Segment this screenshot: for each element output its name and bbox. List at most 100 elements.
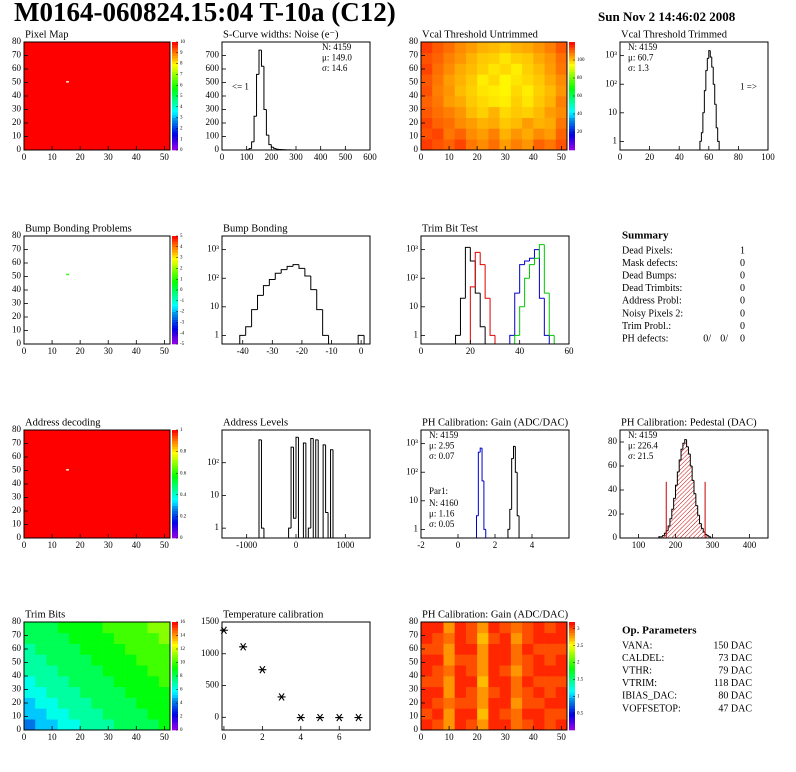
heatmap-cell <box>46 632 58 644</box>
annotation: 1 => <box>740 81 757 91</box>
histogram-bin <box>265 109 269 136</box>
colorbar-step <box>172 459 178 463</box>
histogram-bin <box>302 442 306 538</box>
histogram-bin <box>669 518 672 526</box>
x-tick-label: 0 <box>618 152 623 162</box>
heatmap-cell <box>136 697 148 709</box>
x-tick-label: 50 <box>160 346 170 356</box>
heatmap-cell <box>57 622 70 634</box>
heatmap-cell <box>454 622 467 634</box>
y-tick-label: 50 <box>409 77 419 87</box>
page-title: M0164-060824.15:04 T-10a (C12) <box>14 0 396 27</box>
x-tick-label: 40 <box>529 732 539 742</box>
colorbar-step <box>172 106 178 110</box>
colorbar-label: 6 <box>180 83 183 88</box>
x-tick-label: 60 <box>565 346 575 356</box>
y-tick-label: 70 <box>12 630 22 640</box>
heatmap-cell <box>432 63 444 75</box>
frame <box>221 235 371 345</box>
heatmap-cell <box>533 117 545 129</box>
heatmap-cell <box>499 686 512 698</box>
heatmap-cell <box>421 632 433 644</box>
heatmap-cell <box>533 643 545 655</box>
heatmap-cell <box>136 654 148 666</box>
heatmap-cell <box>465 128 478 140</box>
heatmap-cell <box>432 74 444 86</box>
heatmap-cell <box>454 96 467 108</box>
colorbar-step <box>569 133 575 137</box>
stats-line: N: 4159 <box>429 430 459 440</box>
parameters-title: Op. Parameters <box>622 625 697 637</box>
heatmap-cell <box>24 665 36 677</box>
y-tick-label: 10³ <box>406 438 418 448</box>
x-tick-label: 20 <box>473 152 483 162</box>
point <box>277 693 286 701</box>
colorbar-step <box>569 643 575 647</box>
heatmap-cell <box>477 665 489 677</box>
x-tick-label: 4 <box>530 540 535 550</box>
heatmap-cell <box>158 719 171 731</box>
summary-label: Dead Trimbits: <box>622 283 682 294</box>
histogram-bin <box>464 246 471 299</box>
heatmap-cell <box>454 85 467 97</box>
heatmap-cell <box>421 42 433 54</box>
histogram-bin <box>268 135 272 146</box>
colorbar-label: 0.4 <box>180 493 187 498</box>
heatmap-cell <box>147 719 160 731</box>
histogram-bin <box>477 451 481 516</box>
colorbar-step <box>569 681 575 685</box>
x-tick-label: 30 <box>104 152 114 162</box>
heatmap-cell <box>24 632 36 644</box>
x-tick-label: 30 <box>501 152 511 162</box>
y-tick-label: 60 <box>409 63 419 73</box>
colorbar-step <box>172 93 178 97</box>
histogram-bin <box>260 50 264 67</box>
histogram-bin <box>687 446 691 455</box>
heatmap-cell <box>533 96 545 108</box>
heatmap-cell <box>35 632 47 644</box>
histogram-bin <box>280 269 288 274</box>
histogram-bin <box>479 252 486 266</box>
colorbar-step <box>569 632 575 636</box>
heatmap-cell <box>113 686 126 698</box>
y-tick-label: 70 <box>12 244 22 254</box>
x-tick-label: 0 <box>22 540 27 550</box>
histogram-fill <box>684 439 687 538</box>
histogram-bin <box>262 285 270 296</box>
stats-line: N: 4159 <box>628 430 658 440</box>
colorbar-step <box>172 244 178 248</box>
colorbar-step <box>172 708 178 712</box>
parameter-label: VANA: <box>622 640 652 651</box>
histogram-bin <box>689 454 693 467</box>
colorbar-label: 0 <box>180 728 183 733</box>
histogram-bin <box>699 515 702 525</box>
heatmap-cell <box>499 632 512 644</box>
heatmap-cell <box>555 85 568 97</box>
x-tick-label: 400 <box>314 152 328 162</box>
heatmap-cell <box>555 139 568 151</box>
colorbar-step <box>569 141 575 145</box>
heatmap-cell <box>533 622 545 634</box>
colorbar-step <box>172 60 178 64</box>
heatmap-cell <box>35 643 47 655</box>
x-tick-label: 300 <box>289 152 303 162</box>
colorbar-label: 6 <box>180 688 183 693</box>
heatmap-cell <box>555 63 568 75</box>
colorbar-step <box>569 44 575 48</box>
panel-title: Trim Bit Test <box>422 223 478 234</box>
heatmap-cell <box>510 676 523 688</box>
heatmap-cell <box>488 665 500 677</box>
heatmap-cell <box>510 117 523 129</box>
colorbar-step <box>172 325 178 329</box>
summary-label: Dead Pixels: <box>622 245 673 256</box>
panel-title: Vcal Threshold Trimmed <box>621 29 728 40</box>
y-tick-label: 10² <box>406 272 418 282</box>
heatmap-cell <box>432 117 444 129</box>
histogram-bin <box>702 528 706 533</box>
heatmap-cell <box>158 708 171 720</box>
colorbar-label: 4 <box>180 245 183 250</box>
colorbar-label: 0 <box>180 288 183 293</box>
summary-value: 1 <box>740 245 745 256</box>
heatmap-cell <box>421 117 433 129</box>
heatmap-cell <box>24 686 36 698</box>
